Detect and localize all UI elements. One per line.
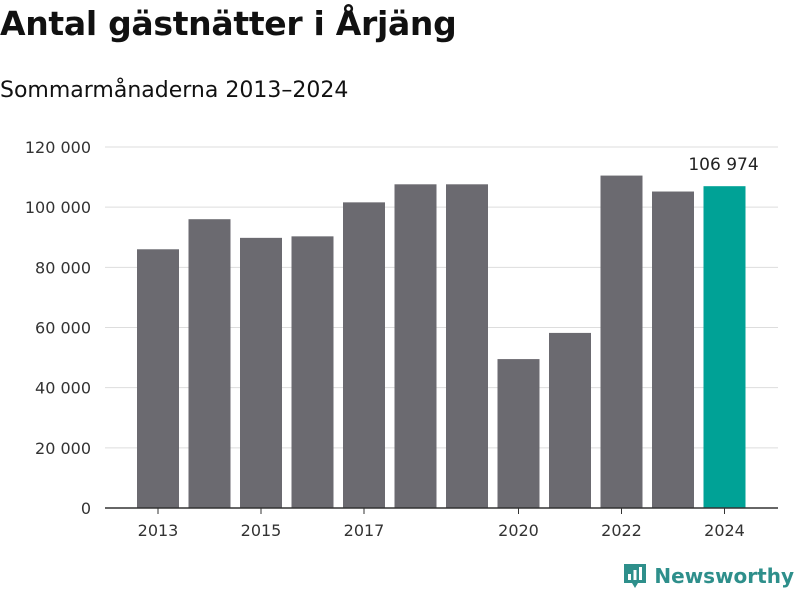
bar-2014: [188, 219, 231, 508]
y-tick-label: 20 000: [35, 439, 91, 458]
bar-2020: [497, 359, 540, 508]
newsworthy-logo-icon: [624, 564, 647, 588]
y-tick-label: 100 000: [25, 198, 91, 217]
labels: 0 20 000 40 000 60 000 80 000 100 000 120 000 1…: [25, 138, 759, 540]
y-tick-label: 120 000: [25, 138, 91, 157]
x-tick-label: 2024: [704, 521, 745, 540]
axes: [105, 507, 778, 514]
bar-2015: [240, 237, 282, 508]
newsworthy-brand[interactable]: Newsworthy: [622, 562, 794, 590]
chart-title: Antal gästnätter i Årjäng: [0, 4, 457, 43]
bar-2017: [343, 202, 385, 508]
bar-2022: [600, 175, 643, 508]
x-tick-label: 2020: [498, 521, 539, 540]
bar-2019: [446, 184, 488, 508]
bar-2013: [137, 249, 179, 509]
bar-highlight-2024: [703, 186, 746, 508]
y-tick-label: 60 000: [35, 319, 91, 338]
x-tick-label: 2015: [241, 521, 282, 540]
chart-subtitle: Sommarmånaderna 2013–2024: [0, 78, 349, 103]
bars: [137, 175, 746, 509]
bar-2021: [549, 332, 591, 508]
x-tick-label: 2013: [138, 521, 179, 540]
y-tick-label: 0: [81, 499, 91, 518]
bar-2016: [291, 236, 334, 508]
x-tick-label: 2017: [344, 521, 385, 540]
bar-2018: [394, 184, 437, 508]
y-tick-label: 40 000: [35, 379, 91, 398]
newsworthy-brand-name: Newsworthy: [654, 564, 794, 588]
highlight-value-label: 106 974: [688, 155, 758, 175]
bar-2023: [652, 191, 694, 509]
y-tick-label: 80 000: [35, 258, 91, 277]
x-tick-label: 2022: [601, 521, 642, 540]
